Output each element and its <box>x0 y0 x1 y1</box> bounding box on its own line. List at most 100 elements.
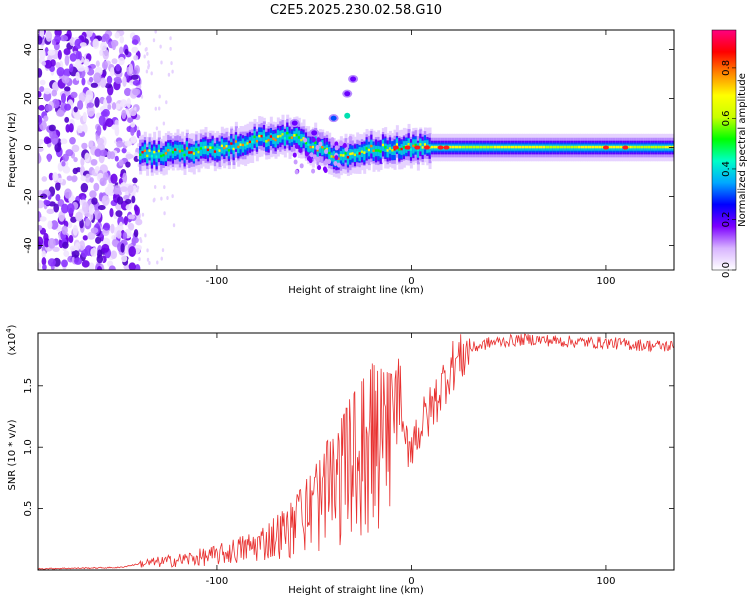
ridge-core <box>321 145 325 149</box>
noise-speckle <box>172 223 176 228</box>
ridge-core <box>288 136 292 140</box>
noise-speckle <box>120 186 128 193</box>
spectrogram-ytick-label: 20 <box>23 92 34 105</box>
dip-speckle <box>312 154 317 160</box>
ridge-core <box>531 145 535 149</box>
noise-speckle <box>130 121 136 128</box>
ridge-core <box>409 148 413 151</box>
ridge-hotspot <box>392 145 399 150</box>
ridge-core <box>596 145 600 149</box>
noise-speckle <box>38 47 45 53</box>
ridge-core <box>351 152 355 155</box>
ridge-core <box>253 135 257 139</box>
noise-speckle <box>90 247 98 257</box>
noise-speckle <box>72 224 78 236</box>
ridge-core <box>332 155 336 159</box>
ridge-core <box>566 145 570 149</box>
ridge-core <box>556 145 560 149</box>
noise-speckle <box>93 209 102 220</box>
ridge-core <box>486 145 490 149</box>
branch-core <box>311 130 318 136</box>
noise-speckle <box>170 61 173 66</box>
noise-speckle <box>63 250 70 258</box>
ridge-core <box>388 147 392 150</box>
ridge-core <box>626 145 630 149</box>
noise-speckle <box>90 158 98 166</box>
ridge-core <box>265 140 269 143</box>
noise-speckle <box>81 123 88 134</box>
ridge-core <box>589 145 593 149</box>
dip-speckle <box>303 137 308 143</box>
noise-speckle <box>66 203 75 214</box>
noise-speckle <box>45 104 53 112</box>
noise-speckle <box>128 262 136 270</box>
branch-hot <box>344 112 351 119</box>
noise-speckle <box>38 91 42 98</box>
ridge-core <box>188 151 192 154</box>
noise-speckle <box>57 49 62 60</box>
dip-speckle <box>304 151 309 157</box>
ridge-core <box>381 143 385 147</box>
noise-speckle <box>73 156 78 163</box>
colorbar-tick-label: 0.0 <box>721 262 732 278</box>
noise-speckle <box>104 82 113 89</box>
ridge-core <box>559 145 563 149</box>
noise-speckle <box>101 61 109 70</box>
ridge-core <box>398 148 402 151</box>
noise-speckle <box>64 103 72 111</box>
snr-ticks: -100 0 100 0.5 1.0 1.5 <box>23 333 674 587</box>
ridge-core <box>358 152 362 155</box>
ridge-core <box>141 150 145 154</box>
branch-core <box>350 76 357 82</box>
noise-speckle <box>158 94 161 99</box>
noise-speckle <box>107 260 114 268</box>
noise-speckle <box>65 149 74 157</box>
noise-speckle <box>111 42 116 51</box>
snr-ytick-label: 0.5 <box>23 501 34 517</box>
spectrogram-frame <box>37 29 675 271</box>
ridge-core <box>484 145 488 149</box>
ridge-core <box>615 145 619 149</box>
ridge-core <box>262 134 266 137</box>
ridge-core <box>153 150 157 154</box>
noise-speckle <box>91 197 98 205</box>
noise-speckle <box>73 257 83 265</box>
noise-speckle <box>106 150 112 160</box>
noise-speckle <box>98 115 106 126</box>
noise-speckle <box>110 173 118 184</box>
noise-speckle <box>89 190 97 199</box>
ridge-core <box>491 145 495 149</box>
ridge-core <box>202 146 206 149</box>
noise-speckle <box>74 38 83 50</box>
noise-speckle <box>79 240 85 251</box>
ridge-core <box>211 146 215 149</box>
noise-speckle <box>50 59 56 67</box>
noise-speckle <box>47 220 53 230</box>
ridge-core <box>279 134 283 138</box>
noise-speckle <box>86 105 95 117</box>
ridge-core <box>258 134 262 138</box>
ridge-core <box>535 145 539 149</box>
ridge-core <box>449 145 453 149</box>
noise-speckle <box>54 142 62 153</box>
noise-speckle <box>77 100 84 110</box>
snr-scale-label: (x104) <box>5 324 18 355</box>
ridge-core <box>169 149 173 152</box>
noise-speckle <box>134 264 141 270</box>
branch-core <box>344 91 351 97</box>
ridge-core <box>517 145 521 149</box>
ridge-core <box>164 152 168 155</box>
noise-speckle <box>42 264 47 270</box>
noise-speckle <box>52 172 59 182</box>
noise-speckle <box>107 182 115 192</box>
noise-speckle <box>137 143 140 148</box>
dip-speckle <box>322 166 327 172</box>
ridge-core <box>573 145 577 149</box>
noise-speckle <box>155 126 159 131</box>
noise-speckle <box>123 194 130 201</box>
noise-speckle <box>139 237 142 242</box>
ridge-core <box>661 145 665 149</box>
noise-speckle <box>127 214 136 220</box>
noise-speckle <box>88 203 95 215</box>
